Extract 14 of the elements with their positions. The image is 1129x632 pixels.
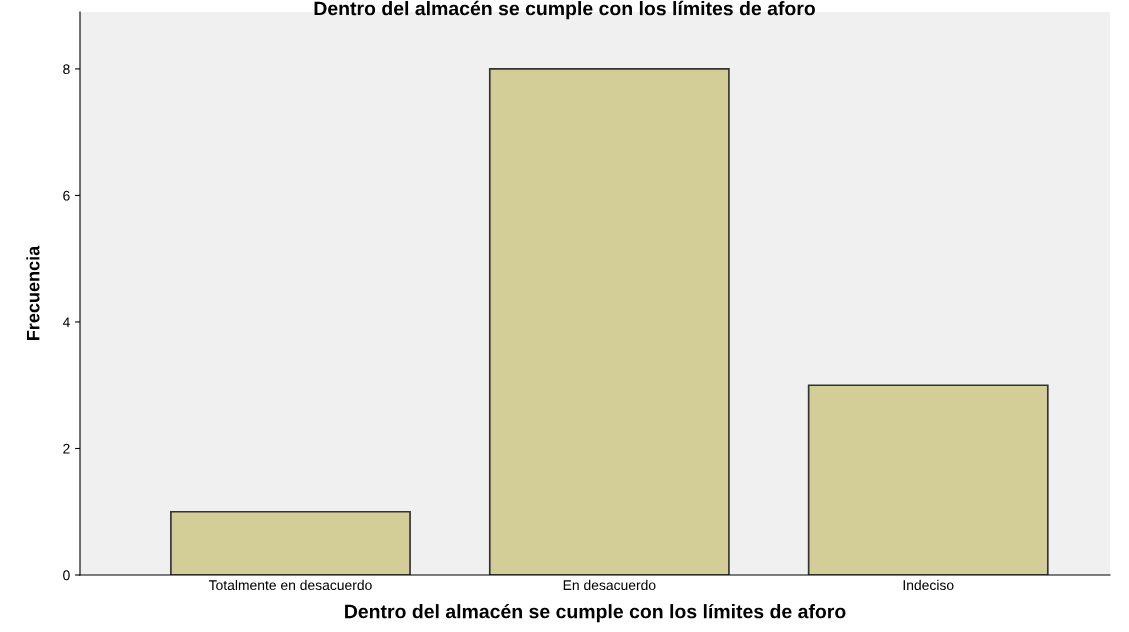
x-tick-label: Indeciso: [903, 579, 954, 591]
y-tick-label: 6: [63, 190, 70, 201]
y-axis-title: Frecuencia: [26, 245, 40, 340]
x-tick-label: En desacuerdo: [563, 579, 656, 591]
y-tick-label: 4: [62, 317, 70, 327]
bar: [170, 510, 411, 575]
bar: [488, 68, 730, 575]
y-tick-label: 8: [63, 64, 70, 75]
y-tick-label: 2: [63, 443, 70, 454]
x-tick-label: Totalmente en desacuerdo: [208, 579, 372, 591]
chart-title: Dentro del almacén se cumple con los límites de aforo: [314, 0, 815, 20]
y-tick-label: 0: [63, 570, 70, 581]
x-axis-title: Dentro del almacén se cumple con los límites de aforo: [345, 603, 846, 623]
bar: [807, 384, 1049, 575]
